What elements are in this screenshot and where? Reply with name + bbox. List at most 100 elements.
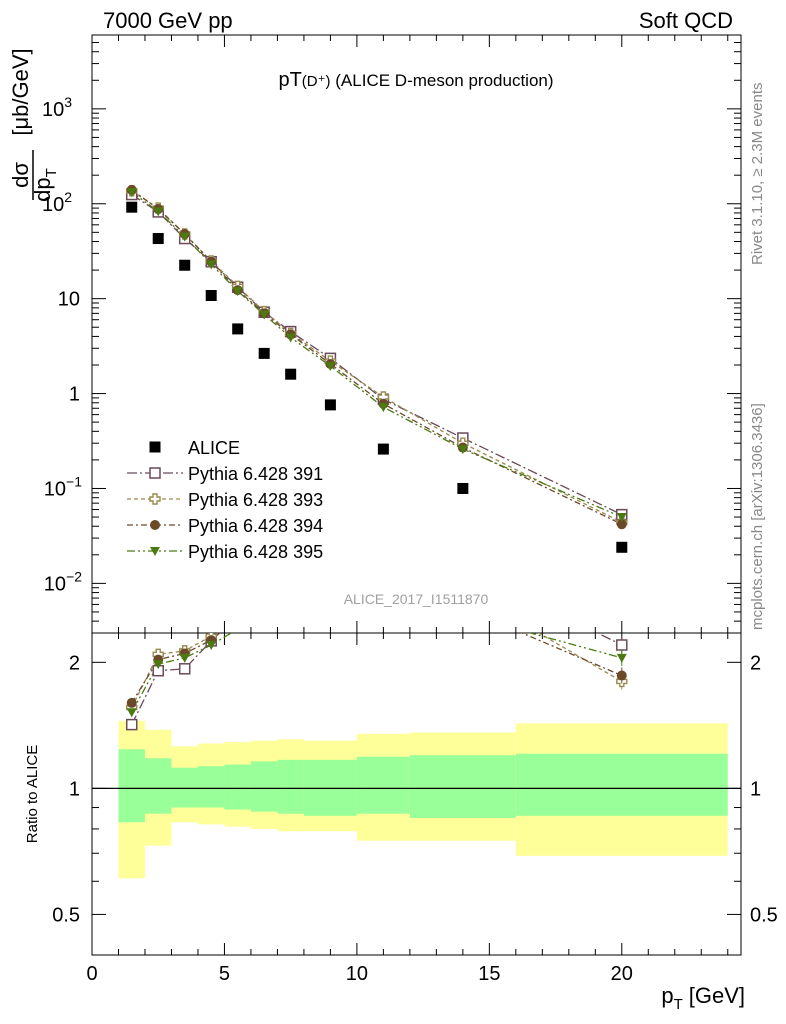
x-tick-label: 0 [86, 963, 97, 985]
plot-title-rest: (ALICE D-meson production) [331, 71, 554, 90]
ratio-point [616, 639, 628, 651]
ratio-point [378, 556, 388, 566]
y-axis-label-numerator: dσ [8, 162, 33, 188]
ratio-band-inner [277, 759, 304, 814]
legend-label: Pythia 6.428 391 [188, 464, 323, 484]
ratio-band-inner [356, 756, 410, 814]
series-markers [125, 184, 628, 731]
y-axis-label-denominator: dpT [30, 168, 60, 202]
legend-label: Pythia 6.428 395 [188, 542, 323, 562]
plot-title: pT(D⁺) (ALICE D-meson production) [278, 69, 553, 91]
x-tick-label: 15 [478, 963, 500, 985]
legend-label: Pythia 6.428 393 [188, 490, 323, 510]
data-point [457, 482, 469, 494]
legend-marker [149, 493, 161, 505]
ratio-point [325, 590, 335, 600]
ratio-point [458, 561, 468, 571]
series-point [259, 310, 270, 320]
analysis-watermark: ALICE_2017_I1511870 [344, 591, 489, 607]
ratio-point [616, 670, 627, 681]
ratio-point [206, 640, 217, 650]
ratio-band-inner [250, 761, 278, 812]
y-tick-label: 10 [58, 289, 80, 311]
x-tick-label: 10 [346, 963, 368, 985]
data-point [258, 347, 270, 359]
ratio-y-tick-label-right: 0.5 [750, 904, 778, 926]
ratio-band-inner [197, 766, 225, 808]
plot-title-paren: (D⁺) [302, 73, 331, 90]
data-point [232, 323, 244, 335]
legend: ALICE Pythia 6.428 391 Pythia 6.428 393 Pyt… [127, 438, 323, 562]
data-point [152, 233, 164, 245]
ratio-y-tick-label-right: 1 [750, 778, 761, 800]
header-right: Soft QCD [639, 8, 733, 33]
series-point [457, 445, 468, 455]
series-point [378, 403, 389, 413]
data-point [126, 201, 138, 213]
ratio-band-inner [224, 764, 251, 810]
ratio-lines [131, 633, 623, 725]
data-point [179, 259, 191, 271]
y-tick-label: 103 [42, 94, 72, 121]
plot-title-main: pT [278, 69, 301, 91]
mcplots-reference-text: mcplots.cern.ch [arXiv:1306.3436] [749, 403, 766, 630]
rivet-version-text: Rivet 3.1.10, ≥ 2.3M events [749, 83, 766, 266]
ratio-point [178, 663, 191, 675]
y-tick-label: 10−1 [44, 473, 82, 500]
ratio-point [233, 599, 243, 609]
data-point [324, 399, 336, 411]
series-point [206, 260, 217, 270]
data-point [377, 443, 389, 455]
ratio-point [616, 653, 627, 663]
ratio-point [259, 603, 269, 613]
series-point [616, 519, 627, 530]
ratio-point [233, 613, 243, 623]
main-markers [125, 184, 628, 553]
ratio-point [290, 633, 292, 635]
ratio-point [179, 653, 190, 663]
ratio-point [325, 611, 335, 620]
ratio-point [286, 603, 296, 613]
y-tick-label: 10−2 [44, 568, 82, 595]
ratio-point [259, 599, 269, 609]
ratio-band-inner [171, 767, 198, 808]
ratio-uncertainty-bands [118, 720, 728, 879]
ratio-point [286, 610, 296, 620]
ratio-point [325, 578, 335, 588]
ratio-point [233, 596, 243, 606]
ratio-point [259, 621, 269, 630]
ratio-point [153, 660, 164, 670]
ratio-point [259, 606, 269, 616]
series-line [131, 189, 623, 525]
axis-ticks: 0 5 10 15 20 10−2 10−1 1 10 102 103 0.5 0.5 1 1 2 2 [42, 34, 778, 985]
ratio-y-tick-label-right: 2 [750, 652, 761, 674]
y-tick-label: 102 [42, 189, 72, 216]
data-point [616, 541, 628, 553]
legend-marker [150, 520, 160, 530]
ratio-y-axis-label: Ratio to ALICE [24, 745, 41, 843]
legend-marker [149, 467, 161, 479]
series-point [179, 232, 190, 242]
series-point [232, 287, 243, 297]
ratio-y-tick-label: 0.5 [52, 904, 80, 926]
legend-marker [149, 441, 161, 453]
data-point [205, 289, 217, 301]
data-point [285, 368, 297, 380]
series-point [153, 207, 164, 217]
legend-label: Pythia 6.428 394 [188, 516, 323, 536]
series-line [131, 194, 623, 516]
ratio-point [126, 697, 137, 708]
ratio-plot-frame [91, 632, 742, 956]
x-tick-label: 20 [611, 963, 633, 985]
series-point [285, 333, 296, 343]
y-tick-label: 1 [69, 384, 80, 406]
y-axis-label-unit: [μb/GeV] [8, 48, 33, 135]
header-left: 7000 GeV pp [103, 8, 233, 33]
ratio-band-inner [118, 749, 145, 823]
ratio-point [237, 633, 239, 635]
ratio-point [286, 596, 296, 606]
legend-label: ALICE [188, 438, 240, 458]
ratio-series-line [131, 633, 623, 725]
legend-marker [150, 547, 160, 556]
series-point [325, 362, 336, 372]
